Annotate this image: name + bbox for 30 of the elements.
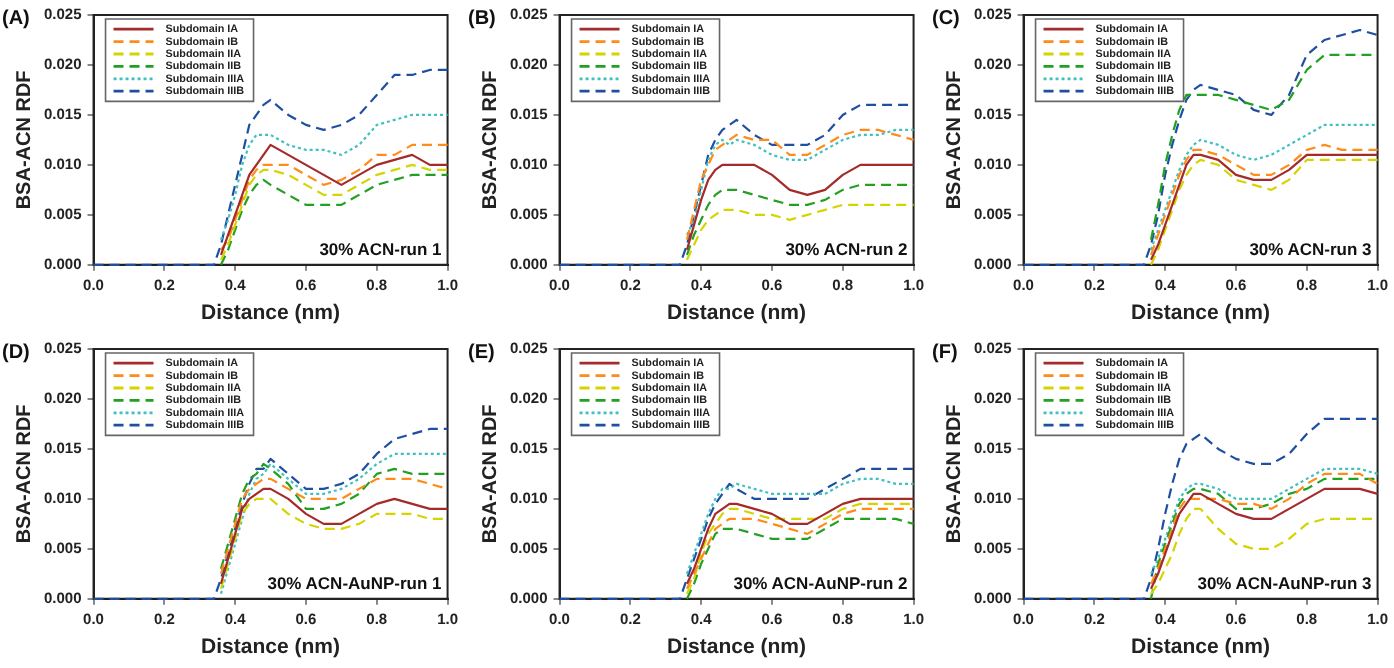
annotation: 30% ACN-run 1 bbox=[319, 238, 443, 259]
y-axis-title: BSA-ACN RDF bbox=[13, 404, 36, 544]
x-axis-title: Distance (nm) bbox=[1131, 635, 1270, 660]
line-series bbox=[684, 203, 914, 261]
chart-title: (C) bbox=[932, 7, 960, 30]
x-axis-title: Distance (nm) bbox=[666, 635, 805, 660]
y-axis-title: BSA-ACN RDF bbox=[13, 70, 36, 210]
line-series bbox=[219, 462, 449, 570]
y-axis-title: BSA-ACN RDF bbox=[478, 70, 501, 210]
annotation: 30% ACN-run 2 bbox=[784, 238, 908, 259]
chart-title: (E) bbox=[467, 341, 494, 364]
line-series bbox=[684, 477, 914, 575]
line-series bbox=[219, 113, 449, 241]
x-axis-title: Distance (nm) bbox=[1131, 301, 1270, 326]
chart-title: (B) bbox=[467, 7, 495, 30]
annotation: 30% ACN-AuNP-run 1 bbox=[267, 572, 443, 593]
y-axis-title: BSA-ACN RDF bbox=[943, 70, 966, 210]
line-series bbox=[684, 183, 914, 256]
chart-title: (D) bbox=[2, 341, 30, 364]
annotation: 30% ACN-AuNP-run 2 bbox=[732, 572, 908, 593]
x-axis-title: Distance (nm) bbox=[666, 301, 805, 326]
y-axis-title: BSA-ACN RDF bbox=[478, 404, 501, 544]
x-axis-title: Distance (nm) bbox=[201, 635, 340, 660]
chart-title: (F) bbox=[932, 341, 958, 364]
annotation: 30% ACN-AuNP-run 3 bbox=[1197, 572, 1373, 593]
line-series bbox=[219, 452, 449, 595]
chart-title: (A) bbox=[2, 7, 30, 30]
annotation: 30% ACN-run 3 bbox=[1249, 238, 1373, 259]
y-axis-title: BSA-ACN RDF bbox=[943, 404, 966, 544]
x-axis-title: Distance (nm) bbox=[201, 301, 340, 326]
